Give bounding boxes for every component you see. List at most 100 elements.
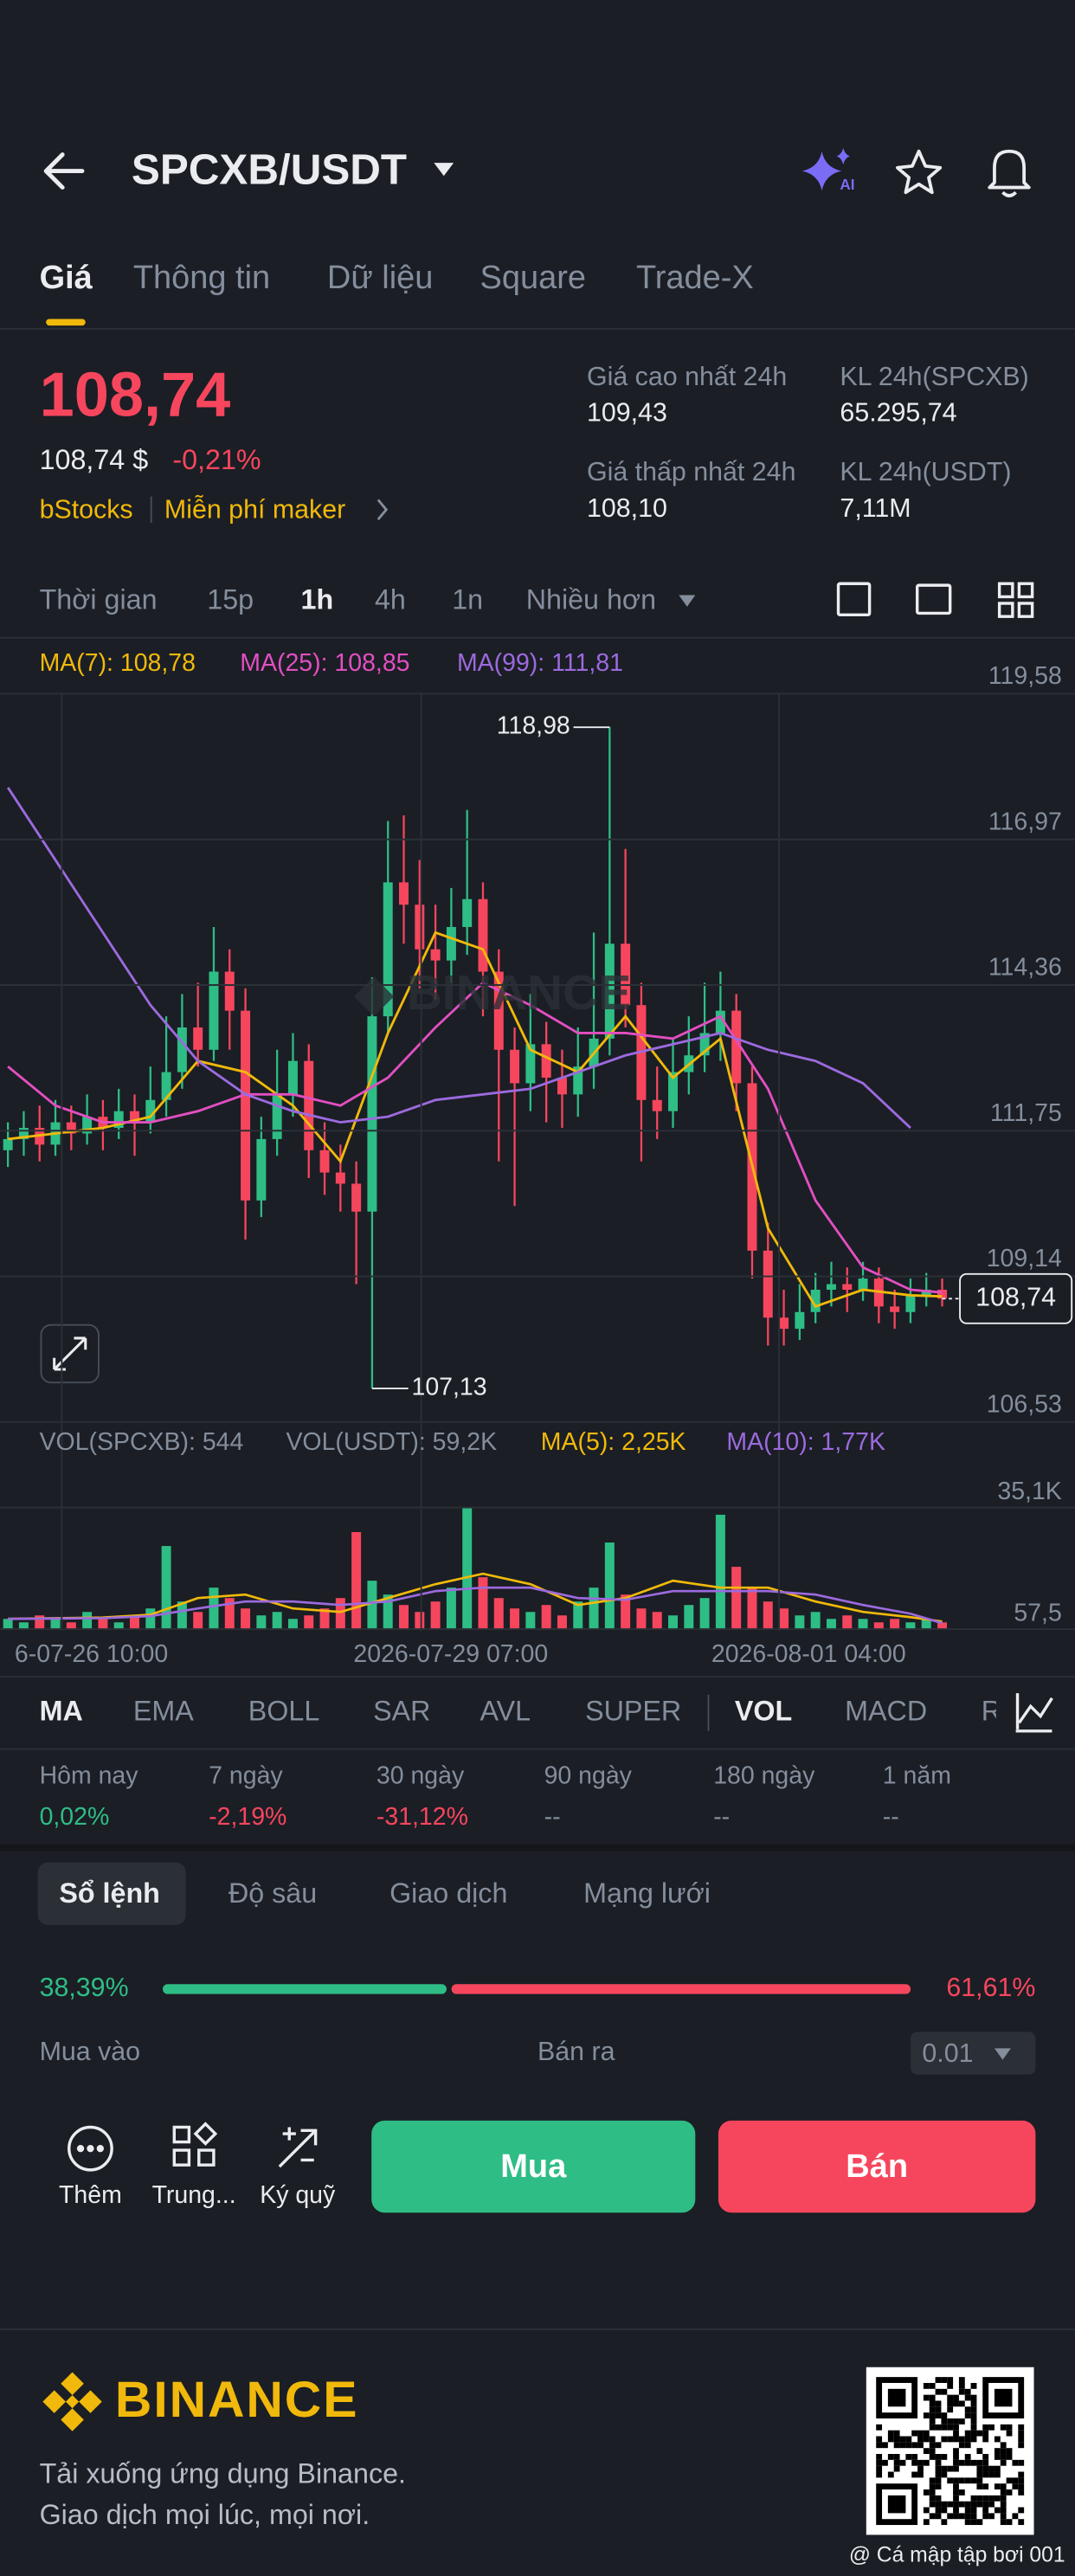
alert-button[interactable]	[988, 149, 1031, 197]
volume-bar	[826, 1619, 836, 1630]
interval: Thời gian	[40, 584, 158, 615]
brand-name: BINANCE	[115, 2372, 358, 2428]
qr-module	[976, 2430, 983, 2437]
performance-value: -2,19%	[209, 1803, 286, 1831]
action-label[interactable]: Trung...	[152, 2181, 236, 2209]
volume-bar	[937, 1622, 948, 1630]
x-tick-label: 2026-08-01 04:00	[711, 1640, 906, 1668]
tab[interactable]: Square	[480, 260, 586, 296]
qr-module	[929, 2513, 936, 2520]
qr-module	[1012, 2477, 1019, 2484]
back-button[interactable]	[43, 152, 85, 190]
interval[interactable]: Nhiều hơn	[526, 584, 656, 615]
hub-button[interactable]	[172, 2125, 191, 2144]
qr-module	[970, 2400, 977, 2407]
expand-button[interactable]	[40, 1323, 100, 1384]
candle-body	[779, 1317, 789, 1330]
qr-module	[1000, 2519, 1007, 2526]
action-label[interactable]: Thêm	[59, 2181, 122, 2209]
qr-module	[893, 2430, 900, 2437]
tab[interactable]: Giá	[40, 260, 93, 296]
indicator-settings-button[interactable]	[1015, 1693, 1053, 1733]
margin-button[interactable]	[278, 2127, 318, 2168]
qr-module	[964, 2442, 971, 2449]
candle-body	[731, 1010, 742, 1084]
sell-button[interactable]	[718, 2120, 1036, 2213]
indicator-tab[interactable]: BOLL	[248, 1695, 320, 1726]
interval[interactable]: 1n	[452, 584, 483, 615]
x-tick-label: 2026-07-29 07:00	[353, 1640, 548, 1668]
candle-body	[446, 926, 456, 961]
favorite-button[interactable]	[895, 149, 943, 195]
qr-module	[876, 2424, 883, 2431]
buy-button[interactable]	[371, 2120, 696, 2213]
qr-module	[964, 2430, 971, 2437]
indicator-tab[interactable]: AVL	[480, 1695, 531, 1726]
qr-module	[988, 2495, 995, 2502]
qr-module	[935, 2465, 942, 2472]
y-tick-label: 119,58	[988, 662, 1062, 690]
candle-body	[209, 971, 219, 1050]
indicator-tab[interactable]: VOL	[735, 1695, 792, 1726]
qr-module	[905, 2454, 912, 2460]
tab[interactable]: Trade-X	[636, 260, 754, 296]
candle-body	[415, 905, 425, 950]
candle-body	[858, 1278, 868, 1290]
indicator-tab[interactable]: SAR	[373, 1695, 430, 1726]
qr-module	[970, 2424, 977, 2431]
ai-button[interactable]: AI	[801, 147, 855, 193]
pair-dropdown[interactable]	[434, 163, 454, 177]
qr-module	[953, 2424, 959, 2431]
qr-module	[958, 2477, 965, 2484]
precision-select[interactable]	[911, 2032, 1036, 2075]
qr-module	[1006, 2448, 1013, 2455]
qr-module	[958, 2436, 965, 2443]
candle-body	[905, 1295, 916, 1312]
qr-module	[982, 2436, 989, 2443]
book-tab[interactable]: Độ sâu	[229, 1877, 317, 1909]
qr-module	[935, 2412, 942, 2418]
qr-module	[953, 2394, 959, 2401]
candle-body	[256, 1138, 267, 1201]
book-tab[interactable]: Giao dịch	[389, 1877, 507, 1909]
sell-ratio: 61,61%	[946, 1973, 1035, 2002]
book-tab[interactable]: Mạng lưới	[583, 1877, 711, 1909]
tab[interactable]: Dữ liệu	[327, 260, 434, 296]
candle-body	[510, 1049, 520, 1084]
qr-module	[1006, 2477, 1013, 2484]
qr-module	[982, 2459, 989, 2466]
indicator-settings-button[interactable]	[915, 583, 952, 615]
qr-module	[976, 2471, 983, 2478]
qr-module	[923, 2394, 930, 2401]
layout-button[interactable]	[997, 582, 1014, 599]
qr-module	[976, 2459, 983, 2466]
drawing-tool-button[interactable]	[836, 582, 872, 617]
interval[interactable]: 15p	[207, 584, 254, 615]
tab[interactable]: Thông tin	[133, 260, 270, 296]
indicator-tab[interactable]: SUPER	[585, 1695, 681, 1726]
volume-bar	[810, 1612, 821, 1630]
interval[interactable]: 1h	[301, 584, 334, 615]
more-button[interactable]	[68, 2125, 113, 2172]
indicator-tab[interactable]: MA	[40, 1695, 83, 1726]
volume-bar	[319, 1608, 330, 1630]
action-label[interactable]: Ký quỹ	[260, 2181, 336, 2209]
indicator-tab[interactable]: RSI	[982, 1695, 1028, 1726]
qr-module	[947, 2424, 954, 2431]
qr-module	[911, 2454, 918, 2460]
interval[interactable]: 4h	[375, 584, 406, 615]
candle-body	[810, 1289, 821, 1312]
qr-module	[876, 2436, 883, 2443]
qr-module	[1000, 2513, 1007, 2520]
indicator-tab[interactable]: MACD	[845, 1695, 927, 1726]
qr-finder	[887, 2495, 906, 2514]
more-dropdown[interactable]	[679, 595, 696, 607]
qr-module	[994, 2483, 1001, 2490]
candle-body	[525, 1044, 536, 1084]
book-tab[interactable]: Sổ lệnh	[59, 1877, 160, 1909]
qr-module	[953, 2430, 959, 2437]
qr-module	[923, 2459, 930, 2466]
qr-module	[1018, 2424, 1025, 2431]
volume-bar	[50, 1619, 61, 1630]
indicator-tab[interactable]: EMA	[133, 1695, 194, 1726]
